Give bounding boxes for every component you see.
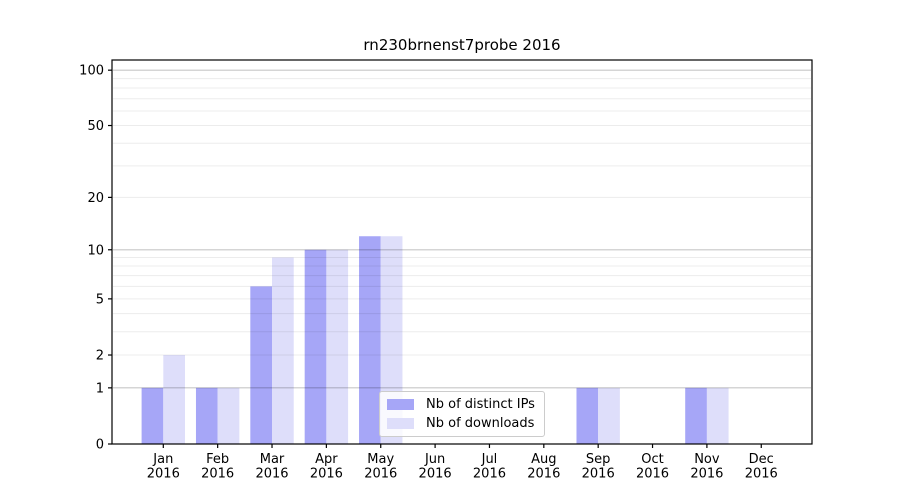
x-tick-label: Sep 2016	[582, 452, 615, 482]
x-tick-label: May 2016	[364, 452, 397, 482]
legend-label-distinct-ips: Nb of distinct IPs	[426, 396, 535, 412]
legend-item-distinct-ips: Nb of distinct IPs	[387, 397, 544, 412]
bar-distinct-ips	[195, 387, 218, 444]
y-tick-label: 2	[96, 349, 104, 364]
legend-item-downloads: Nb of downloads	[387, 416, 544, 431]
x-tick-label: Jan 2016	[147, 452, 180, 482]
legend-swatch-distinct-ips	[387, 398, 414, 410]
bar-distinct-ips	[304, 249, 327, 444]
bar-downloads	[706, 387, 729, 444]
axis-frame	[111, 59, 813, 445]
chart-title: rn230brnenst7probe 2016	[363, 36, 561, 54]
y-tick-label: 10	[87, 243, 104, 258]
bar-downloads	[217, 387, 240, 444]
x-tick-label: Feb 2016	[201, 452, 234, 482]
x-tick-label: Dec 2016	[745, 452, 778, 482]
y-tick-label: 0	[96, 438, 104, 453]
y-tick-label: 50	[87, 119, 104, 134]
bar-distinct-ips	[359, 236, 381, 444]
x-tick-label: Oct 2016	[636, 452, 669, 482]
bar-downloads	[598, 387, 620, 444]
bar-distinct-ips	[685, 387, 707, 444]
y-tick-label: 100	[79, 64, 104, 79]
y-tick-label: 5	[96, 292, 104, 307]
y-tick-label: 1	[96, 381, 104, 396]
legend: Nb of distinct IPs Nb of downloads	[379, 391, 545, 437]
bar-distinct-ips	[576, 387, 599, 444]
x-tick-label: Jul 2016	[473, 452, 506, 482]
bar-downloads	[326, 249, 349, 444]
bar-downloads	[163, 355, 185, 444]
bar-distinct-ips	[250, 286, 273, 444]
x-tick-label: Jun 2016	[419, 452, 452, 482]
x-tick-label: Aug 2016	[527, 452, 560, 482]
legend-swatch-downloads	[387, 418, 414, 430]
x-tick-label: Apr 2016	[310, 452, 343, 482]
bar-distinct-ips	[141, 387, 164, 444]
x-tick-label: Mar 2016	[255, 452, 288, 482]
legend-label-downloads: Nb of downloads	[426, 416, 535, 432]
bar-downloads	[272, 257, 294, 444]
y-tick-label: 20	[87, 191, 104, 206]
x-tick-label: Nov 2016	[690, 452, 723, 482]
